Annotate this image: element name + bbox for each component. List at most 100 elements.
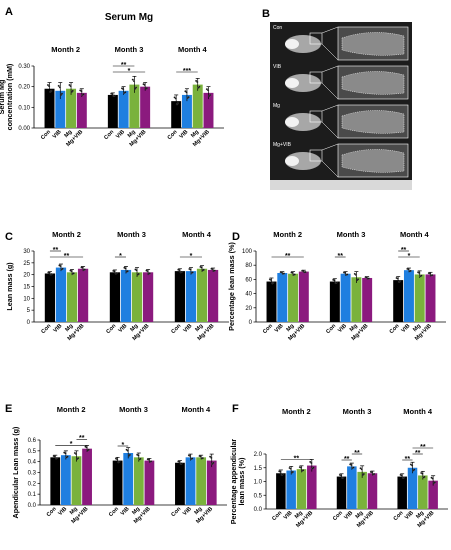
y-axis-label: Percentage lean mass (%) [227, 242, 236, 331]
bar [393, 280, 404, 322]
bar [76, 92, 87, 128]
bar [203, 92, 214, 128]
chart-panel-d: D 0 20 40 60 80 100 Percentage lean mass (%) Mon… [227, 230, 446, 342]
y-tick-label: 10 [23, 296, 30, 302]
data-point [212, 461, 215, 464]
y-tick-label: 0.20 [18, 85, 30, 91]
data-point [128, 453, 131, 456]
y-axis-label: Serum Mg [0, 80, 6, 115]
data-point [304, 271, 307, 274]
data-point [180, 270, 183, 273]
data-point [124, 91, 127, 94]
y-tick-label: 30 [23, 249, 30, 255]
y-axis-label: Apendicular Lean mass (g) [11, 426, 20, 518]
bar [276, 473, 286, 509]
x-tick-label: Mg [131, 506, 141, 516]
y-tick-label: 0.5 [254, 493, 263, 499]
data-point [60, 92, 63, 95]
bar [66, 272, 78, 322]
x-tick-label: VIB [183, 323, 194, 334]
data-point [126, 449, 129, 452]
x-tick-label: Mg [69, 506, 79, 516]
data-point [281, 473, 284, 476]
data-point [70, 270, 73, 273]
data-point [357, 278, 360, 281]
data-point [131, 78, 134, 81]
bar [129, 84, 140, 128]
significance-label: ** [420, 444, 426, 451]
bar [207, 269, 219, 322]
month-label: Month 3 [343, 407, 372, 416]
significance-label: ** [405, 456, 411, 463]
x-tick-label: VIB [401, 323, 412, 334]
data-point [132, 80, 135, 83]
data-point [150, 460, 153, 463]
bar [288, 273, 299, 322]
x-tick-label: Mg [349, 323, 359, 333]
month-label: Month 2 [51, 45, 80, 54]
data-point [174, 97, 177, 100]
x-tick-label: VIB [182, 506, 193, 517]
bar [109, 272, 121, 322]
data-point [340, 474, 343, 477]
data-point [53, 455, 56, 458]
data-point [189, 454, 192, 457]
bar [336, 476, 347, 509]
data-point [173, 96, 176, 99]
x-tick-label: Con [170, 506, 182, 518]
month-label: Month 4 [400, 230, 430, 239]
mouse-image-highlight [285, 156, 299, 166]
data-point [83, 268, 86, 271]
bar [298, 271, 309, 322]
data-point [178, 269, 181, 272]
significance-label: * [122, 442, 125, 449]
data-point [344, 271, 347, 274]
y-tick-label: 0.5 [28, 449, 37, 455]
zoom-line [321, 43, 339, 61]
significance-label: * [408, 253, 411, 260]
month-label: Month 2 [52, 230, 81, 239]
month-label: Month 4 [181, 405, 211, 414]
data-point [198, 85, 201, 88]
data-point [302, 269, 305, 272]
month-label: Month 3 [119, 405, 148, 414]
data-point [289, 467, 292, 470]
data-point [58, 86, 61, 89]
data-point [213, 269, 216, 272]
image-panel-footer [270, 180, 412, 190]
data-point [207, 89, 210, 92]
data-point [145, 87, 148, 90]
y-tick-label: 1.0 [254, 480, 263, 486]
x-tick-label: Con [271, 510, 283, 522]
data-point [124, 267, 127, 270]
data-point [420, 274, 423, 277]
y-tick-label: 0.30 [18, 64, 30, 70]
y-axis-label: Percentage appendicular [229, 439, 238, 525]
zoom-line [321, 65, 339, 73]
data-point [184, 90, 187, 93]
x-tick-label: VIB [118, 323, 129, 334]
zoom-box [309, 110, 323, 123]
data-point [400, 474, 403, 477]
zoom-box [309, 149, 323, 162]
data-point [66, 455, 69, 458]
data-point [111, 93, 114, 96]
data-point [64, 452, 67, 455]
bar [277, 273, 288, 322]
bar [174, 271, 186, 322]
data-point [270, 279, 273, 282]
bar [123, 453, 134, 505]
x-tick-label: Mg [286, 323, 296, 333]
data-point [396, 277, 399, 280]
x-tick-label: VIB [53, 323, 64, 334]
panel-letter-b: B [262, 8, 270, 20]
data-point [48, 85, 51, 88]
data-point [272, 281, 275, 284]
data-point [367, 277, 370, 280]
data-point [137, 454, 140, 457]
data-point [113, 94, 116, 97]
data-point [195, 79, 198, 82]
bar [140, 86, 151, 128]
data-point [118, 460, 121, 463]
